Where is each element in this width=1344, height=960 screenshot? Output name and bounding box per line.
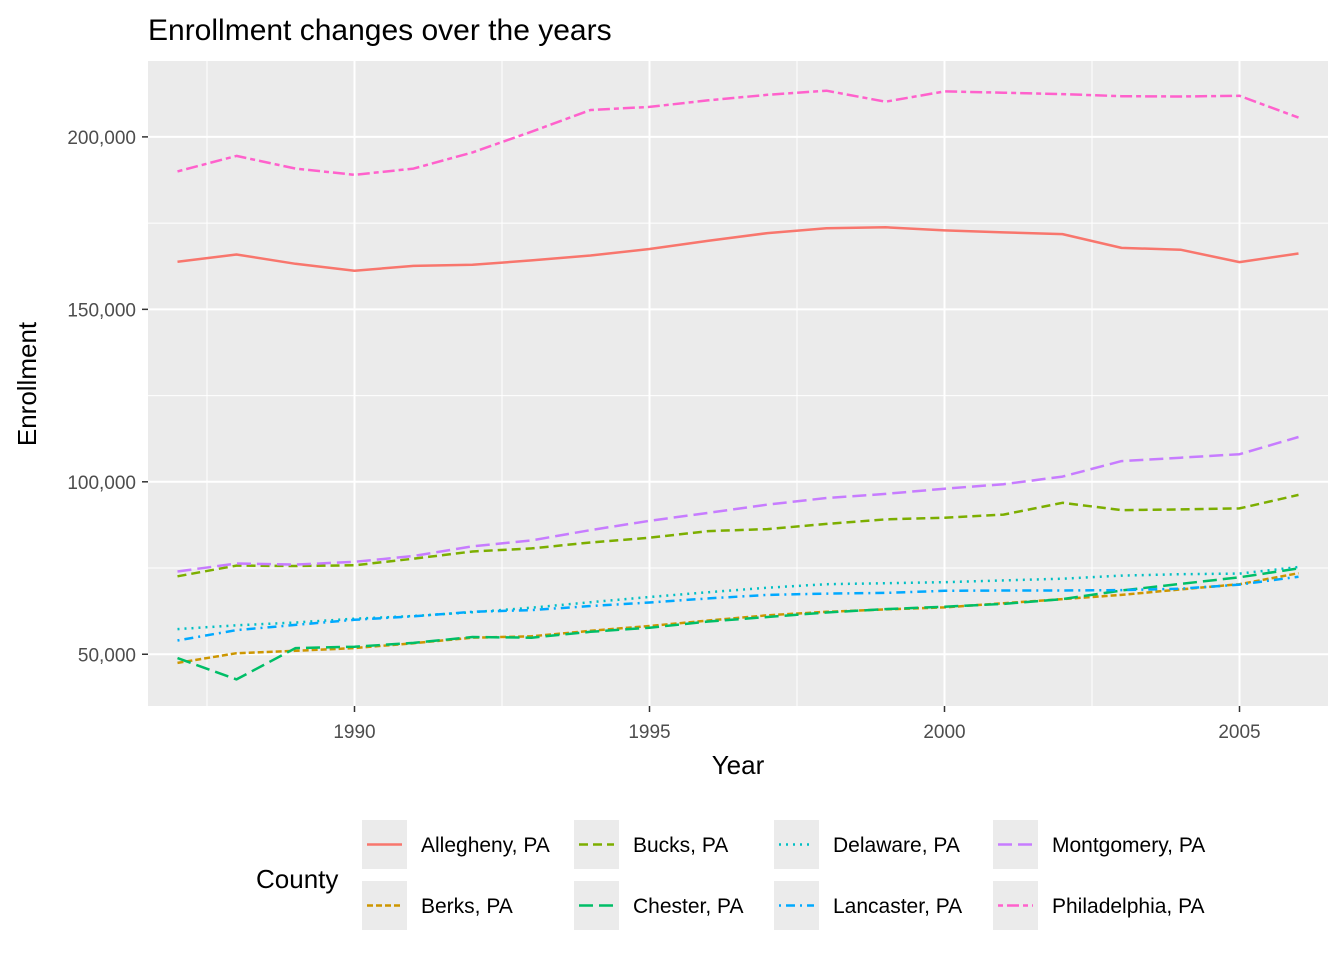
legend-items: Allegheny, PA Berks, PA Bucks, PA Chester, …	[362, 820, 1205, 930]
x-tick-label: 2000	[923, 722, 965, 743]
y-axis-title: Enrollment	[12, 321, 42, 446]
plot-panel	[148, 61, 1328, 706]
series-line-philadelphia-pa	[177, 89, 1299, 177]
major-gridlines	[148, 61, 1328, 706]
minor-gridlines	[148, 61, 1328, 706]
legend-label: Montgomery, PA	[1052, 834, 1205, 857]
series-line-lancaster-pa	[177, 575, 1299, 642]
legend-label: Bucks, PA	[633, 834, 728, 857]
series-line-montgomery-pa	[177, 435, 1299, 573]
series-line-berks-pa	[177, 571, 1299, 665]
legend: County Allegheny, PA Berks, PA Bucks, PA Ch…	[256, 820, 1205, 930]
y-tick-label: 150,000	[67, 300, 136, 321]
y-tick-label: 50,000	[78, 645, 136, 666]
y-tick-label: 200,000	[67, 128, 136, 149]
series-line-delaware-pa	[177, 565, 1299, 631]
x-tick-label: 1990	[333, 722, 375, 743]
legend-label: Lancaster, PA	[833, 895, 962, 918]
x-axis-ticks: 1990 1995 2000 2005	[333, 706, 1261, 743]
y-tick-label: 100,000	[67, 473, 136, 494]
legend-key	[774, 820, 819, 869]
legend-label: Berks, PA	[421, 895, 513, 918]
y-axis-ticks: 50,000 100,000 150,000 200,000	[67, 128, 148, 666]
legend-label: Chester, PA	[633, 895, 744, 918]
chart-title: Enrollment changes over the years	[148, 14, 612, 47]
x-tick-label: 1995	[628, 722, 670, 743]
series-line-bucks-pa	[177, 493, 1299, 578]
legend-label: Allegheny, PA	[421, 834, 550, 857]
legend-label: Philadelphia, PA	[1052, 895, 1205, 918]
series-lines	[177, 89, 1299, 681]
x-axis-title: Year	[712, 750, 765, 780]
legend-title: County	[256, 864, 338, 894]
legend-label: Delaware, PA	[833, 834, 960, 857]
x-tick-label: 2005	[1218, 722, 1260, 743]
series-line-chester-pa	[177, 567, 1299, 681]
series-line-allegheny-pa	[177, 226, 1299, 272]
